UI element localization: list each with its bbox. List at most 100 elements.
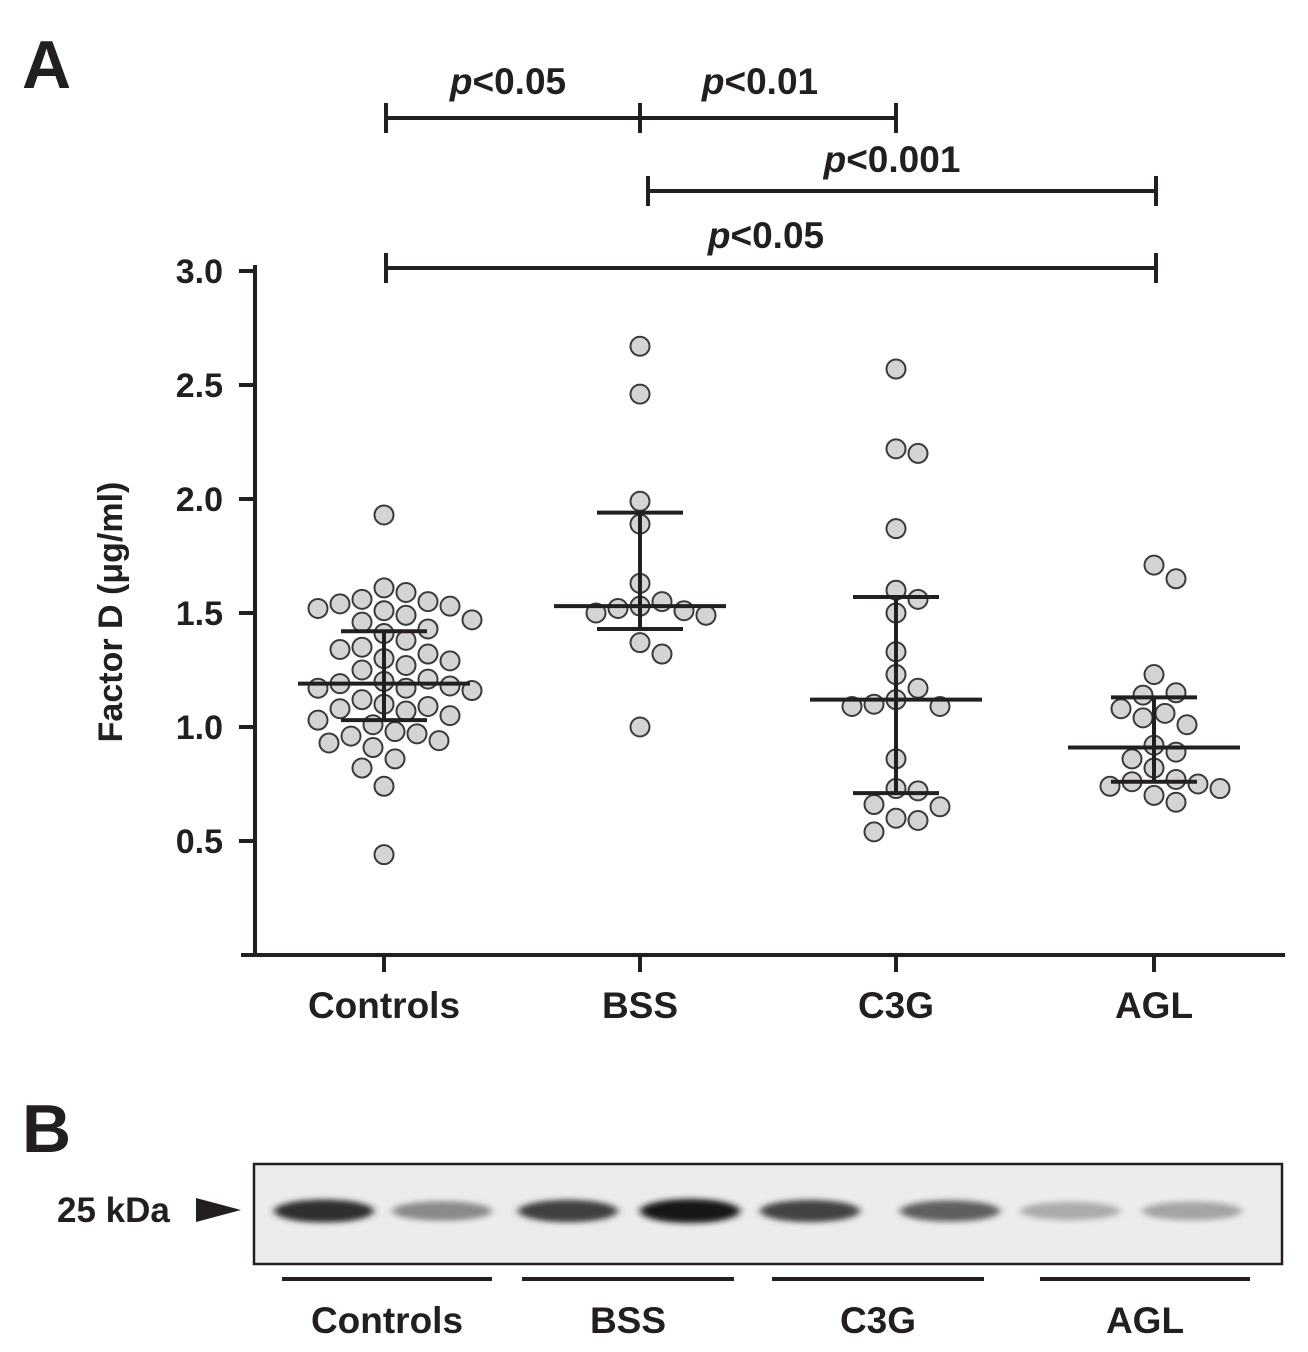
median-iqr-bars bbox=[298, 510, 1240, 796]
blot-band bbox=[1142, 1201, 1242, 1221]
data-point bbox=[395, 581, 417, 603]
data-point bbox=[1165, 568, 1187, 590]
data-point bbox=[929, 796, 951, 818]
data-point bbox=[929, 695, 951, 717]
data-point bbox=[651, 643, 673, 665]
data-point bbox=[695, 604, 717, 626]
data-point bbox=[1165, 682, 1187, 704]
blot-band bbox=[900, 1200, 1000, 1222]
data-point bbox=[318, 732, 340, 754]
data-point bbox=[629, 335, 651, 357]
data-point bbox=[885, 807, 907, 829]
data-point bbox=[607, 597, 629, 619]
data-point bbox=[373, 775, 395, 797]
data-point bbox=[362, 737, 384, 759]
data-point bbox=[1132, 707, 1154, 729]
p-value-text: <0.05 bbox=[472, 61, 566, 102]
data-point bbox=[373, 600, 395, 622]
data-point bbox=[384, 748, 406, 770]
data-point bbox=[1176, 714, 1198, 736]
data-point bbox=[863, 794, 885, 816]
data-point bbox=[461, 609, 483, 631]
blot-group-label: AGL bbox=[1106, 1300, 1184, 1341]
data-point bbox=[395, 604, 417, 626]
y-tick-label: 3.0 bbox=[176, 253, 223, 291]
data-point bbox=[395, 654, 417, 676]
data-point bbox=[417, 591, 439, 613]
data-point bbox=[885, 518, 907, 540]
data-point bbox=[1121, 748, 1143, 770]
data-point bbox=[1154, 702, 1176, 724]
data-point bbox=[307, 597, 329, 619]
data-point bbox=[362, 714, 384, 736]
data-point bbox=[1165, 741, 1187, 763]
y-tick-label: 1.0 bbox=[176, 709, 223, 747]
data-point bbox=[629, 490, 651, 512]
data-point bbox=[907, 809, 929, 831]
data-point bbox=[351, 689, 373, 711]
data-point bbox=[629, 383, 651, 405]
panel-b-label: B bbox=[22, 1091, 71, 1167]
data-point bbox=[351, 757, 373, 779]
p-value-label: p<0.05 bbox=[449, 61, 566, 102]
data-point bbox=[373, 577, 395, 599]
data-point bbox=[907, 442, 929, 464]
data-point bbox=[1143, 554, 1165, 576]
blot-band bbox=[274, 1199, 374, 1223]
y-tick-label: 2.0 bbox=[176, 481, 223, 519]
p-value-label: p<0.05 bbox=[707, 215, 824, 256]
data-point bbox=[885, 358, 907, 380]
data-point bbox=[1187, 773, 1209, 795]
data-point bbox=[417, 618, 439, 640]
p-value-label: p<0.01 bbox=[701, 61, 818, 102]
data-point bbox=[340, 725, 362, 747]
data-point bbox=[1209, 778, 1231, 800]
data-point bbox=[307, 709, 329, 731]
data-point bbox=[673, 600, 695, 622]
data-point bbox=[1132, 684, 1154, 706]
data-point bbox=[1143, 784, 1165, 806]
p-symbol: p bbox=[707, 215, 731, 256]
p-symbol: p bbox=[449, 61, 473, 102]
x-category-label: AGL bbox=[1115, 985, 1193, 1026]
blot-marker-label: 25 kDa bbox=[57, 1191, 170, 1230]
blot-band bbox=[760, 1199, 860, 1223]
data-point bbox=[863, 693, 885, 715]
data-point bbox=[406, 723, 428, 745]
data-point bbox=[629, 632, 651, 654]
data-point bbox=[373, 844, 395, 866]
blot-band bbox=[1020, 1201, 1120, 1221]
data-point bbox=[373, 504, 395, 526]
data-point bbox=[307, 677, 329, 699]
blot-bands bbox=[274, 1199, 1242, 1223]
data-point bbox=[1165, 768, 1187, 790]
data-point bbox=[1143, 664, 1165, 686]
data-point bbox=[439, 675, 461, 697]
p-symbol: p bbox=[701, 61, 725, 102]
x-category-label: C3G bbox=[858, 985, 934, 1026]
y-axis-title: Factor D (μg/ml) bbox=[92, 482, 130, 743]
p-symbol: p bbox=[823, 139, 847, 180]
data-point bbox=[417, 695, 439, 717]
data-point bbox=[384, 721, 406, 743]
data-point bbox=[395, 700, 417, 722]
data-point bbox=[329, 638, 351, 660]
data-point bbox=[885, 438, 907, 460]
data-point bbox=[417, 643, 439, 665]
data-point bbox=[907, 780, 929, 802]
y-tick-label: 0.5 bbox=[176, 823, 223, 861]
data-point bbox=[1110, 698, 1132, 720]
y-ticks: 3.0 2.5 2.0 1.5 1.0 0.5 bbox=[176, 253, 255, 861]
x-ticks: Controls BSS C3G AGL bbox=[308, 955, 1193, 1026]
data-point bbox=[417, 668, 439, 690]
arrowhead-icon bbox=[196, 1198, 241, 1222]
blot-band bbox=[640, 1199, 740, 1223]
data-point bbox=[585, 602, 607, 624]
data-point bbox=[439, 705, 461, 727]
blot-group-label: C3G bbox=[840, 1300, 916, 1341]
p-value-text: <0.001 bbox=[846, 139, 960, 180]
data-point bbox=[351, 611, 373, 633]
data-point bbox=[395, 629, 417, 651]
blot-group-label: BSS bbox=[590, 1300, 666, 1341]
